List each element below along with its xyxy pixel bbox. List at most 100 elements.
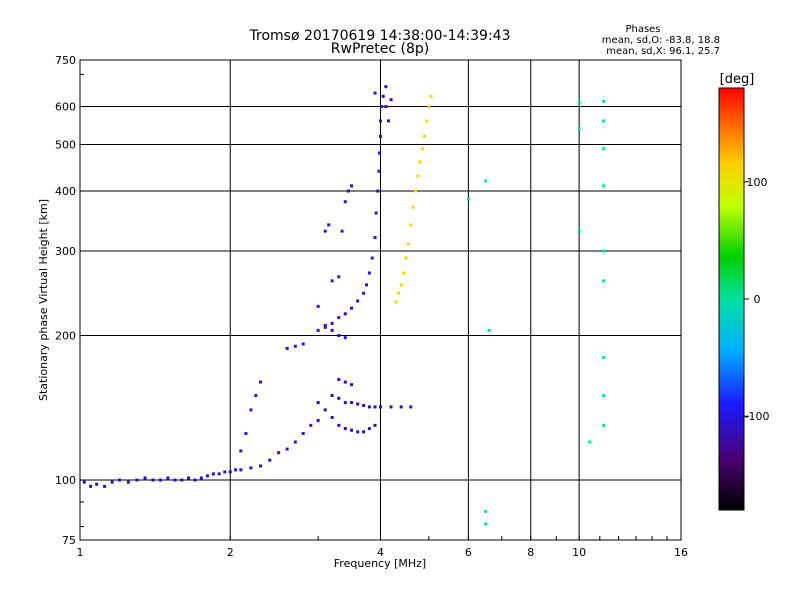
data-point bbox=[381, 94, 385, 98]
data-point bbox=[166, 476, 170, 480]
data-point bbox=[340, 229, 344, 233]
data-point bbox=[330, 328, 334, 332]
data-point bbox=[103, 484, 107, 488]
data-point bbox=[367, 427, 371, 431]
data-point bbox=[254, 394, 258, 398]
x-tick-label: 2 bbox=[227, 546, 234, 559]
data-point bbox=[367, 405, 371, 409]
colorbar-tick-label: 100 bbox=[747, 176, 768, 189]
x-tick-label: 1 bbox=[77, 546, 84, 559]
data-point bbox=[362, 291, 366, 295]
data-point bbox=[386, 119, 390, 123]
data-point bbox=[239, 449, 243, 453]
data-point bbox=[205, 474, 209, 478]
data-point bbox=[259, 464, 263, 468]
data-point bbox=[346, 189, 350, 193]
data-point bbox=[337, 377, 341, 381]
data-point bbox=[413, 189, 417, 193]
data-point bbox=[316, 401, 320, 405]
phase-line-x: mean, sd,X: 96.1, 25.7 bbox=[606, 46, 720, 57]
data-point bbox=[602, 394, 606, 398]
data-point bbox=[327, 223, 331, 227]
data-point bbox=[422, 134, 426, 138]
data-point bbox=[602, 147, 606, 151]
data-point bbox=[370, 256, 374, 260]
data-point bbox=[356, 299, 360, 303]
data-point bbox=[399, 405, 403, 409]
data-point bbox=[362, 403, 366, 407]
data-point bbox=[337, 316, 341, 320]
data-point bbox=[95, 482, 99, 486]
data-point bbox=[337, 423, 341, 427]
data-point bbox=[602, 119, 606, 123]
data-point bbox=[384, 85, 388, 89]
data-point bbox=[330, 279, 334, 283]
data-point bbox=[373, 405, 377, 409]
y-tick-label: 500 bbox=[55, 139, 76, 152]
data-point bbox=[228, 470, 232, 474]
data-point bbox=[249, 408, 253, 412]
y-tick-label: 200 bbox=[55, 330, 76, 343]
data-point bbox=[429, 94, 433, 98]
data-point bbox=[268, 458, 272, 462]
data-point bbox=[602, 423, 606, 427]
data-point bbox=[350, 428, 354, 432]
data-point bbox=[110, 480, 114, 484]
y-tick-label: 300 bbox=[55, 245, 76, 258]
data-point bbox=[466, 197, 470, 201]
data-point bbox=[343, 336, 347, 340]
data-point bbox=[159, 478, 163, 482]
y-axis-label: Stationary phase Virtual Height [km] bbox=[37, 199, 50, 401]
phase-line-o: mean, sd,O: -83.8, 18.8 bbox=[602, 35, 720, 46]
data-point bbox=[343, 401, 347, 405]
data-point bbox=[365, 283, 369, 287]
data-point bbox=[374, 211, 378, 215]
data-point bbox=[330, 415, 334, 419]
data-point bbox=[343, 380, 347, 384]
data-point bbox=[362, 430, 366, 434]
data-point bbox=[373, 236, 377, 240]
data-point bbox=[193, 478, 197, 482]
data-point bbox=[425, 119, 429, 123]
data-point bbox=[350, 383, 354, 387]
data-point bbox=[384, 105, 388, 109]
data-point bbox=[301, 342, 305, 346]
data-point bbox=[277, 451, 281, 455]
data-point bbox=[330, 321, 334, 325]
data-point bbox=[406, 242, 410, 246]
data-point bbox=[402, 271, 406, 275]
y-tick-label: 750 bbox=[55, 54, 76, 67]
data-point bbox=[484, 179, 488, 183]
data-point bbox=[173, 478, 177, 482]
y-tick-label: 400 bbox=[55, 185, 76, 198]
data-point bbox=[379, 405, 382, 409]
data-point bbox=[223, 470, 227, 474]
data-point bbox=[484, 522, 488, 526]
data-point bbox=[118, 478, 122, 482]
chart-subtitle: RwPretec (8p) bbox=[331, 41, 429, 57]
data-point bbox=[323, 323, 327, 327]
data-point bbox=[379, 119, 382, 123]
data-point bbox=[350, 306, 354, 310]
data-point bbox=[143, 476, 147, 480]
y-tick-label: 100 bbox=[55, 474, 76, 487]
data-point bbox=[356, 402, 360, 406]
y-axis-ticks: 75 100 200 300 400 500 600 750 bbox=[55, 54, 84, 547]
x-tick-label: 4 bbox=[377, 546, 384, 559]
data-point bbox=[373, 91, 377, 95]
data-point bbox=[343, 427, 347, 431]
data-points bbox=[82, 85, 606, 526]
data-point bbox=[285, 346, 289, 350]
data-point bbox=[602, 184, 606, 188]
data-point bbox=[394, 300, 398, 304]
x-tick-label: 8 bbox=[527, 546, 534, 559]
colorbar-tick-label: -100 bbox=[745, 410, 770, 423]
data-point bbox=[244, 432, 248, 436]
x-axis-ticks: 1 2 4 6 8 10 16 bbox=[77, 536, 688, 559]
data-point bbox=[126, 480, 130, 484]
data-point bbox=[380, 105, 384, 109]
data-point bbox=[259, 380, 263, 384]
data-point bbox=[343, 312, 347, 316]
data-point bbox=[337, 396, 341, 400]
